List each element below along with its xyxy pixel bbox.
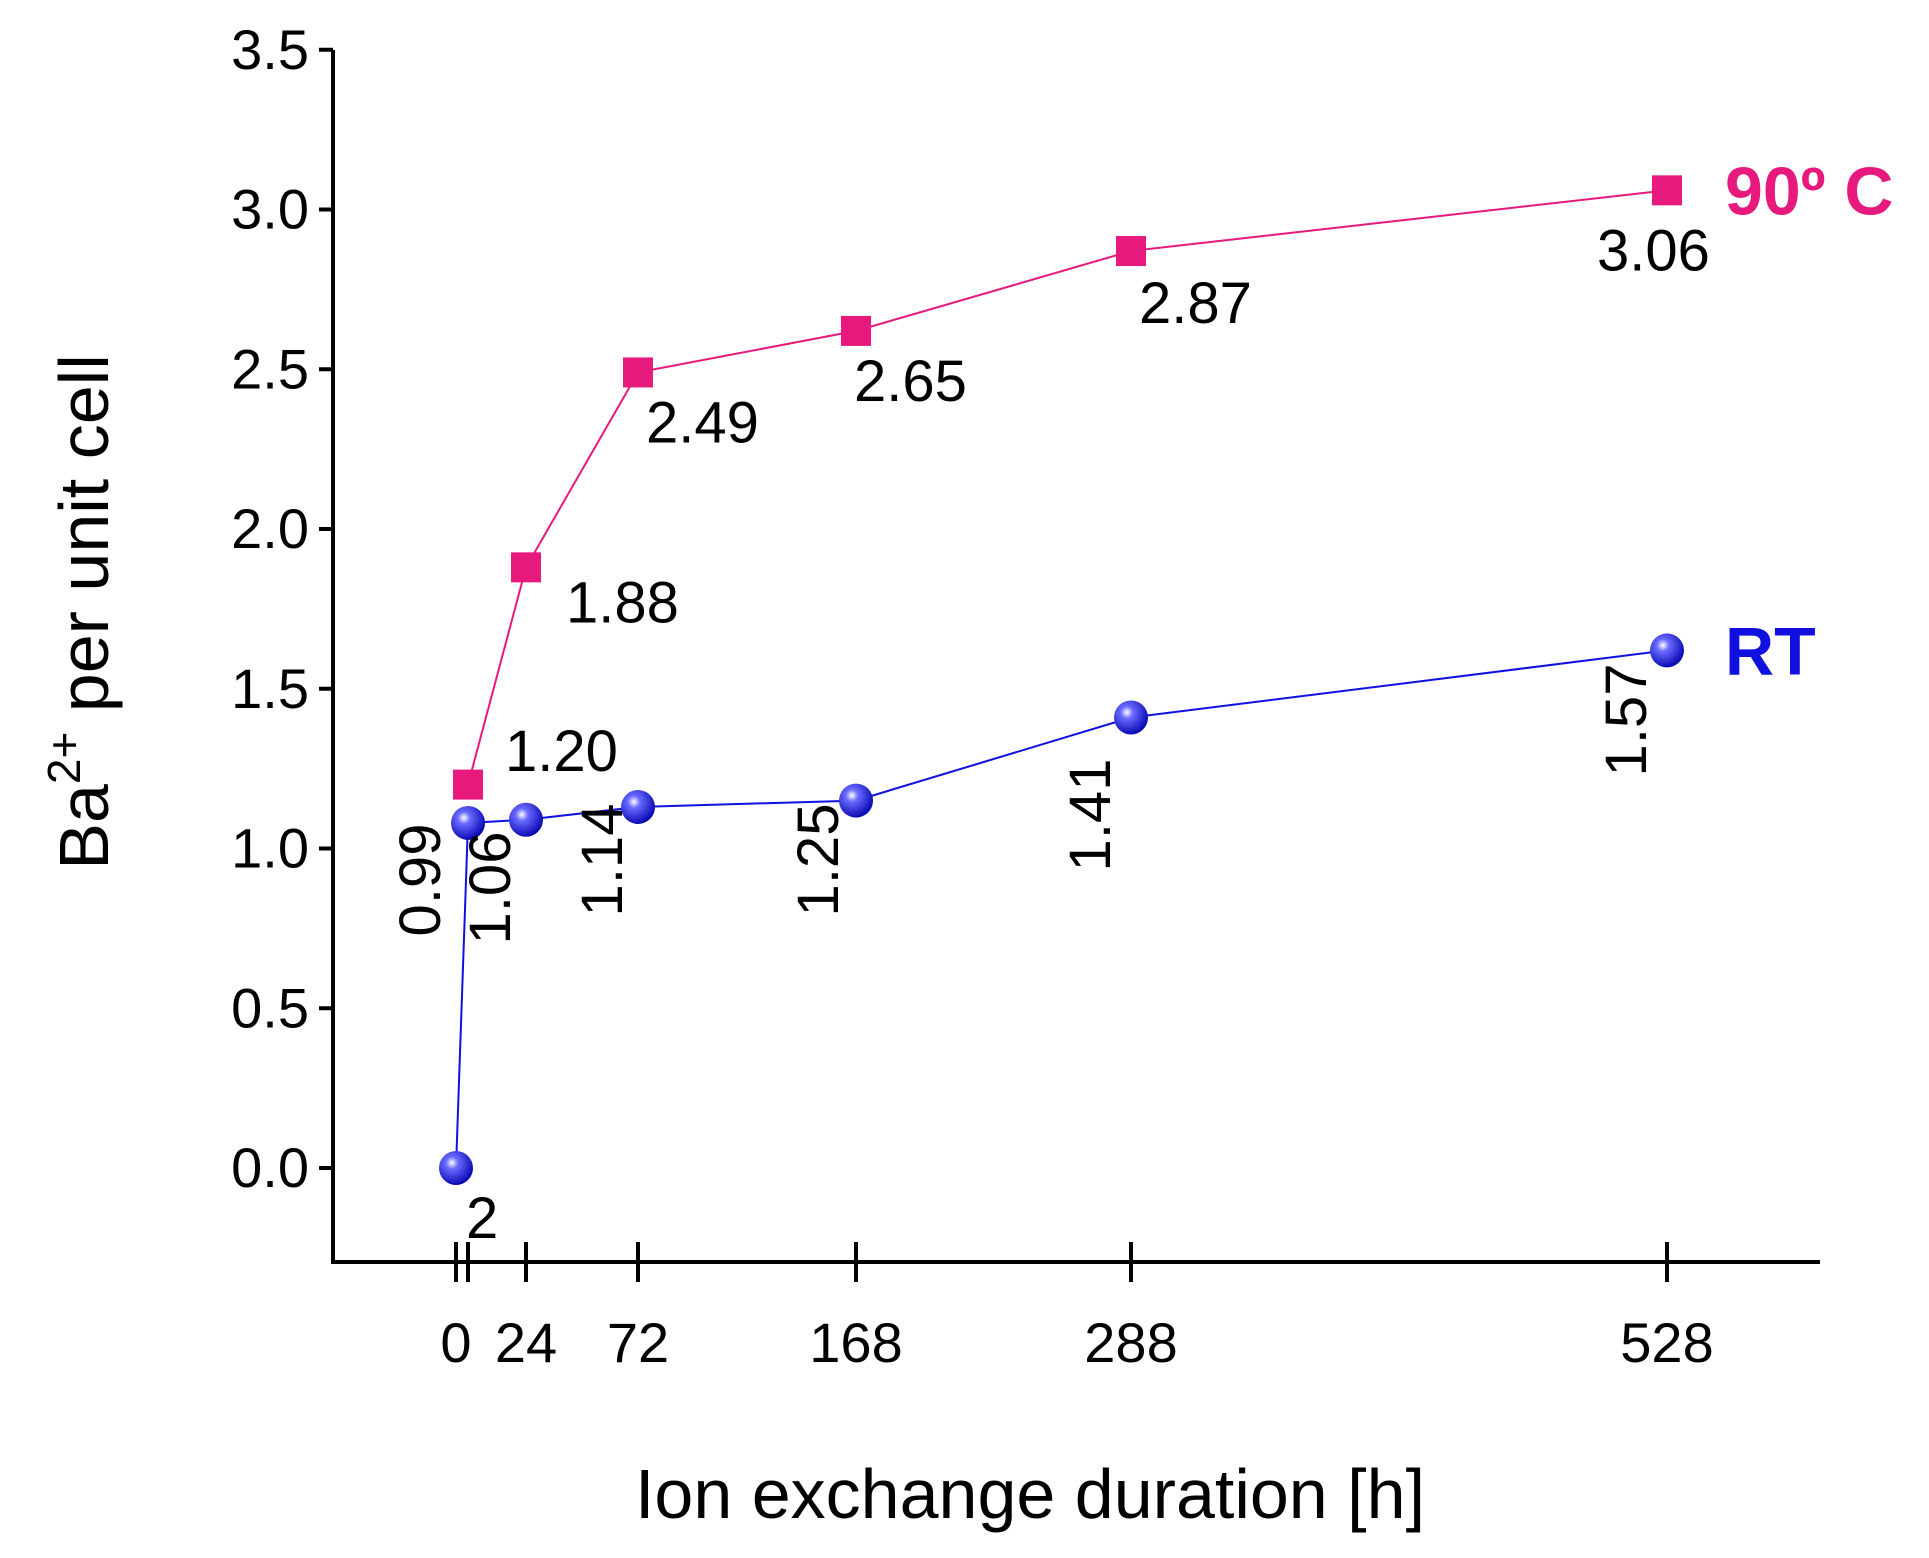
y-tick-label: 1.5 <box>231 657 309 720</box>
y-axis-title-rest: per unit cell <box>45 354 123 731</box>
series-rt-data-label: 1.25 <box>786 804 851 917</box>
y-axis-title-superscript: 2+ <box>38 732 90 784</box>
series-90c-data-label: 3.06 <box>1597 218 1710 283</box>
x-tick-label: 24 <box>495 1311 557 1374</box>
x-tick-label: 0 <box>440 1311 471 1374</box>
series-90c-data-label: 1.88 <box>566 570 679 635</box>
series-rt-data-label: 1.41 <box>1058 759 1123 872</box>
series-rt-data-label: 0.99 <box>388 824 453 937</box>
series-layer <box>439 175 1684 1185</box>
y-tick-label: 0.0 <box>231 1136 309 1199</box>
y-tick-label: 3.0 <box>231 178 309 241</box>
x-tick-label: 528 <box>1620 1311 1713 1374</box>
series-90c-point <box>1116 236 1146 267</box>
series-90c-point <box>511 552 541 583</box>
series-rt-data-label: 1.14 <box>570 804 635 917</box>
series-rt-point <box>1650 633 1684 668</box>
x-axis-title: Ion exchange duration [h] <box>635 1455 1425 1533</box>
series-90c-point <box>1652 175 1682 206</box>
series-90c-data-label: 2.87 <box>1139 271 1252 336</box>
series-90c-line <box>467 189 1668 785</box>
series-rt-point <box>509 802 543 837</box>
series-rt-point <box>1114 700 1148 735</box>
series-rt-name: RT <box>1725 613 1816 689</box>
series-rt-data-label: 1.06 <box>458 832 523 945</box>
y-tick-label: 3.5 <box>231 18 309 81</box>
y-tick-label: 2.0 <box>231 497 309 560</box>
series-rt-line <box>455 649 1668 1169</box>
series-90c-point <box>453 769 483 800</box>
series-rt-point <box>451 805 485 840</box>
y-tick-label: 1.0 <box>231 817 309 880</box>
series-90c-data-label: 2.49 <box>646 390 759 455</box>
axes: 0.0 0.5 1.0 1.5 2.0 2.5 3.0 3.5 0 24 72 168 288 528 <box>231 18 1820 1374</box>
y-axis-title-base: Ba <box>45 784 123 870</box>
y-axis-title: Ba2+ per unit cell <box>38 354 123 870</box>
series-90c-data-label: 2.65 <box>854 349 967 414</box>
y-tick-label: 0.5 <box>231 976 309 1039</box>
x-tick-label: 168 <box>809 1311 902 1374</box>
y-tick-label: 2.5 <box>231 337 309 400</box>
series-90c-point <box>623 357 653 388</box>
x-tick-label: 288 <box>1084 1311 1177 1374</box>
series-rt-point <box>439 1151 473 1185</box>
series-rt-data-label: 1.57 <box>1594 664 1659 777</box>
series-rt-point <box>839 783 873 818</box>
series-rt-data-label-origin: 2 <box>466 1186 498 1251</box>
x-tick-label: 72 <box>607 1311 669 1374</box>
series-90c-point <box>841 315 871 346</box>
data-labels-layer: 90º C RT 1.88 2.49 2.65 2.87 3.06 0.99 1.06 1.14 1… <box>388 153 1893 1251</box>
series-90c-data-label-first: 1.20 <box>505 719 618 784</box>
series-90c-name: 90º C <box>1725 153 1893 229</box>
series-rt-point <box>621 789 655 824</box>
